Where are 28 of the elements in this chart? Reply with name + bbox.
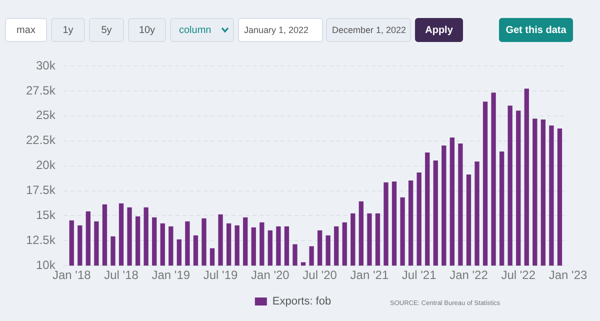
y-tick-label: 22.5k	[26, 133, 56, 148]
x-tick-label: Jan '19	[152, 268, 190, 282]
text: Apply	[425, 24, 453, 36]
text: December 1, 2022	[332, 25, 406, 35]
x-tick-label: Jul '21	[402, 268, 437, 282]
y-tick-label: 30k	[36, 58, 56, 72]
x-tick-label: Jul '19	[203, 268, 238, 282]
y-tick-label: 15k	[36, 208, 56, 222]
x-tick-label: Jul '22	[501, 268, 536, 282]
x-tick-label: Jan '22	[450, 268, 488, 282]
text: 10y	[138, 24, 156, 36]
x-tick-label: Jul '20	[302, 268, 338, 282]
legend-label: Exports: fob	[272, 296, 332, 308]
y-tick-label: 27.5k	[26, 83, 56, 98]
text: 5y	[101, 24, 112, 36]
y-tick-label: 20k	[36, 158, 56, 172]
y-tick-label: 12.5k	[26, 232, 56, 247]
y-tick-label: 17.5k	[26, 183, 56, 198]
x-tick-label: Jul '18	[104, 268, 139, 282]
x-tick-label: Jan '21	[350, 268, 389, 282]
text: max	[16, 24, 36, 36]
text: column	[179, 24, 212, 36]
text: 1y	[62, 24, 74, 36]
y-tick-label: 25k	[36, 108, 56, 122]
x-tick-label: Jan '20	[251, 268, 290, 282]
text: Get this data	[506, 24, 566, 36]
text: January 1, 2022	[244, 25, 309, 35]
x-tick-label: Jan '23	[548, 268, 588, 282]
